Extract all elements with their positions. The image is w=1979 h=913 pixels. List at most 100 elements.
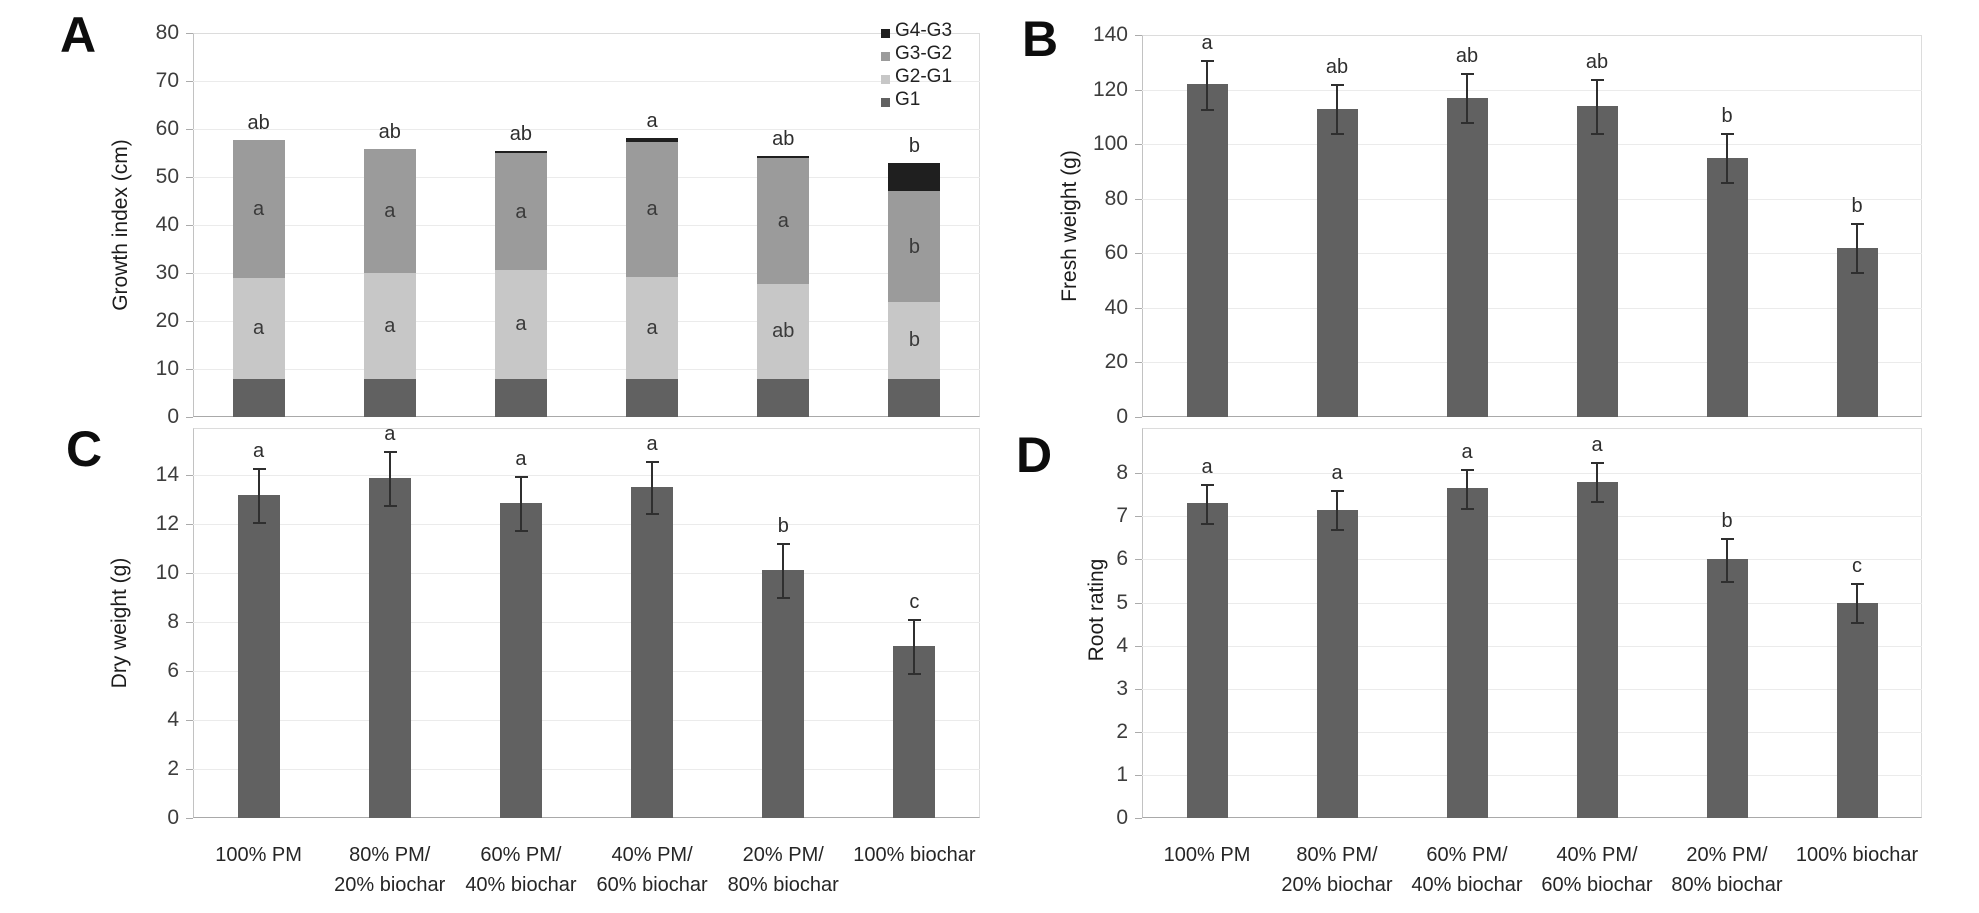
y-tick-mark	[186, 177, 193, 178]
error-bar-line	[1596, 78, 1598, 134]
y-tick-label: 80	[1104, 186, 1128, 210]
y-tick-label: 8	[167, 609, 179, 633]
bar-segment-g2-g1	[232, 277, 285, 379]
error-bar-line	[1726, 133, 1728, 183]
bar	[1186, 84, 1228, 417]
y-tick-mark	[186, 670, 193, 672]
segment-label: a	[253, 317, 265, 340]
significance-label: a	[1591, 434, 1603, 457]
significance-label: b	[908, 134, 920, 157]
y-tick-label: 2	[1116, 719, 1128, 743]
y-tick-mark	[1135, 602, 1142, 604]
panel-letter-d: D	[1016, 427, 1053, 483]
gridline	[1142, 602, 1922, 604]
y-tick-label: 70	[155, 69, 179, 92]
y-tick-label: 3	[1116, 676, 1128, 700]
y-tick-label: 7	[1116, 504, 1128, 528]
y-tick-label: 60	[155, 117, 179, 140]
y-tick-mark	[1135, 362, 1142, 364]
error-bar-line	[1596, 462, 1598, 502]
y-tick-label: 5	[1116, 590, 1128, 614]
error-bar-cap-top	[1591, 78, 1604, 81]
error-bar-cap-bottom	[1331, 529, 1344, 532]
legend-label: G4-G3	[895, 20, 953, 41]
error-bar-cap-bottom	[514, 529, 528, 532]
y-axis-title-fresh-weight: Fresh weight (g)	[1058, 150, 1081, 302]
error-bar-cap-top	[252, 468, 266, 471]
y-tick-label: 20	[155, 309, 179, 332]
error-bar-line	[519, 475, 522, 530]
y-tick-mark	[1135, 731, 1142, 733]
error-bar-cap-bottom	[1591, 133, 1604, 136]
significance-label: a	[1461, 440, 1473, 463]
legend-swatch-g2-g1	[881, 75, 890, 84]
y-tick-label: 6	[1116, 547, 1128, 571]
significance-label: ab	[1325, 56, 1349, 79]
segment-label: a	[777, 209, 789, 232]
significance-label: ab	[247, 112, 270, 135]
gridline	[1142, 89, 1922, 91]
y-tick-mark	[1135, 144, 1142, 146]
gridline	[193, 225, 980, 226]
error-bar-cap-top	[1461, 73, 1474, 76]
segment-label: b	[908, 235, 920, 258]
gridline	[1142, 198, 1922, 200]
bar-segment-g1	[363, 378, 416, 417]
y-tick-label: 2	[167, 756, 179, 780]
bar-segment-g1	[888, 378, 941, 417]
bar	[1316, 108, 1358, 417]
category-label: 80% PM/ 20% biochar	[334, 844, 446, 896]
y-tick-label: 6	[167, 658, 179, 682]
legend-label: G2-G1	[895, 66, 953, 87]
significance-label: ab	[509, 122, 533, 145]
gridline	[1142, 731, 1922, 733]
error-bar-line	[388, 451, 391, 506]
significance-label: a	[384, 423, 396, 446]
error-bar-cap-top	[1721, 537, 1734, 540]
error-bar-cap-bottom	[1851, 621, 1864, 624]
error-bar-cap-top	[1331, 490, 1344, 493]
bar-segment-g1	[494, 378, 547, 417]
error-bar-cap-top	[1201, 59, 1214, 62]
segment-label: b	[908, 329, 920, 352]
significance-label: ab	[378, 121, 401, 144]
significance-label: a	[1201, 456, 1213, 479]
plot-area-c	[193, 428, 980, 818]
gridline	[1142, 473, 1922, 475]
error-bar-cap-bottom	[1461, 507, 1474, 510]
error-bar-cap-bottom	[1201, 522, 1214, 525]
gridline	[1142, 307, 1922, 309]
segment-label: ab	[772, 320, 795, 343]
gridline	[193, 177, 980, 178]
category-label: 40% PM/ 60% biochar	[1541, 844, 1653, 896]
y-tick-mark	[1135, 35, 1142, 36]
y-tick-label: 14	[155, 462, 179, 486]
bar-segment-g3-g2	[363, 149, 416, 273]
gridline	[1142, 253, 1922, 255]
y-tick-label: 12	[155, 511, 179, 535]
bar-segment-g3-g2	[757, 157, 810, 284]
category-label: 40% PM/ 60% biochar	[596, 844, 708, 896]
category-label: 100% PM	[215, 844, 302, 866]
gridline	[1142, 645, 1922, 647]
y-tick-mark	[186, 321, 193, 322]
segment-label: a	[646, 198, 658, 221]
y-tick-label: 10	[155, 560, 179, 584]
segment-label: a	[384, 200, 396, 223]
significance-label: c	[909, 591, 920, 614]
bar	[762, 570, 805, 818]
error-bar-cap-bottom	[252, 522, 266, 525]
y-tick-label: 80	[155, 21, 179, 44]
bar	[1576, 481, 1618, 818]
bar	[1706, 157, 1748, 417]
error-bar-cap-bottom	[1331, 133, 1344, 136]
gridline	[193, 273, 980, 274]
plot-area-b	[1142, 35, 1922, 417]
gridline	[1142, 774, 1922, 776]
y-tick-mark	[186, 369, 193, 370]
significance-label: b	[1721, 105, 1733, 128]
bar	[1836, 602, 1878, 818]
bar-segment-g1	[232, 378, 285, 417]
y-tick-label: 0	[1116, 806, 1128, 829]
significance-label: c	[1852, 555, 1862, 578]
